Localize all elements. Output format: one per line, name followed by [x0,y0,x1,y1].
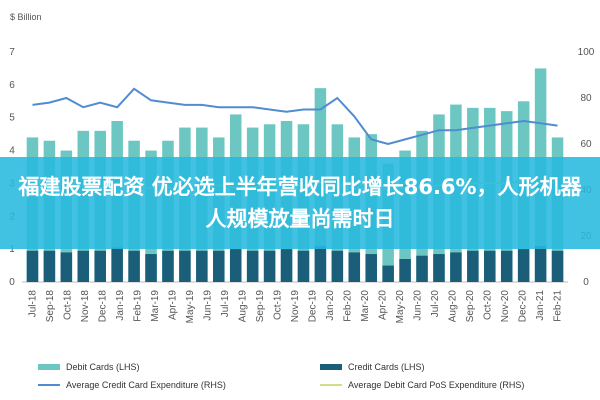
credit-bar [450,252,462,282]
legend-label-credit: Credit Cards (LHS) [348,362,425,372]
credit-bar [331,250,344,282]
x-tick-label: Jan-20 [325,290,336,321]
x-tick-label: Dec-19 [307,290,318,323]
left-tick-label: 4 [9,146,15,157]
credit-bar [517,249,530,282]
x-tick-label: Jul-20 [430,290,441,318]
credit-expenditure-line [32,87,558,146]
x-tick-label: Oct-19 [273,290,284,320]
credit-bar [246,250,259,282]
credit-bar [263,250,276,282]
x-tick-label: Oct-20 [482,290,493,320]
left-tick-label: 6 [9,80,15,91]
credit-bar [433,254,445,282]
credit-bar [416,255,428,282]
legend: Debit Cards (LHS) Credit Cards (LHS) Ave… [38,358,578,398]
x-tick-label: Jul-19 [220,290,231,318]
credit-bar [297,250,310,282]
overlay-banner: 福建股票配资 优必选上半年营收同比增长86.6%，人形机器人规模放量尚需时日 [0,157,600,249]
credit-bar [196,250,208,282]
right-tick-label: 80 [580,93,592,104]
credit-bar [500,250,513,282]
credit-bar [280,249,293,282]
credit-bar [229,249,242,282]
left-tick-label: 0 [9,277,15,288]
left-tick-label: 1 [9,244,15,255]
credit-bar [467,250,479,282]
credit-bar [128,250,140,282]
left-tick-label: 5 [9,113,15,124]
legend-label-debit: Debit Cards (LHS) [66,362,140,372]
credit-bar [382,265,394,282]
credit-bar [77,250,90,282]
credit-bar [365,254,377,282]
x-tick-label: Nov-18 [80,290,91,323]
x-tick-label: Dec-18 [98,290,109,323]
credit-bar [534,245,547,282]
y-unit-label: $ Billion [10,12,42,22]
legend-label-credit-expenditure: Average Credit Card Expenditure (RHS) [66,380,226,390]
credit-bar [348,252,361,282]
legend-item-debit: Debit Cards (LHS) [38,360,140,374]
x-tick-label: Apr-20 [377,290,388,320]
x-tick-label: Nov-19 [290,290,301,323]
overlay-headline: 福建股票配资 优必选上半年营收同比增长86.6%，人形机器人规模放量尚需时日 [18,175,582,231]
x-tick-label: Aug-19 [238,290,249,323]
x-tick-label: May-20 [395,290,406,324]
credit-expenditure-swatch [38,384,60,386]
x-tick-label: Jan-19 [115,290,126,321]
x-tick-label: Sep-19 [255,290,266,323]
legend-label-debit-pos: Average Debit Card PoS Expenditure (RHS) [348,380,525,390]
right-tick-label: 100 [578,47,595,58]
x-tick-label: Jun-19 [203,290,214,321]
x-tick-label: Mar-20 [360,290,371,322]
x-tick-label: May-19 [185,290,196,324]
left-tick-label: 7 [9,47,15,58]
credit-bar [145,254,157,282]
legend-item-debit-pos: Average Debit Card PoS Expenditure (RHS) [320,378,524,392]
x-tick-label: Jan-21 [535,290,546,321]
credit-bar [94,250,106,282]
credit-swatch [320,364,342,370]
x-tick-label: Sep-20 [465,290,476,323]
credit-bar [60,252,73,282]
x-tick-label: Oct-18 [63,290,74,320]
x-tick-label: Feb-20 [342,290,353,322]
right-tick-label: 0 [583,277,589,288]
credit-bar [314,245,327,282]
x-axis-ticks: Jul-18 Sep-18 Oct-18 Nov-18 Dec-18 Jan-19 Feb-… [28,290,564,324]
x-tick-label: Apr-19 [168,290,179,320]
x-tick-label: Nov-20 [500,290,511,323]
x-tick-label: Mar-19 [150,290,161,322]
debit-swatch [38,364,60,370]
credit-bar [484,250,496,282]
x-tick-label: Jun-20 [412,290,423,321]
legend-item-credit: Credit Cards (LHS) [320,360,425,374]
x-tick-label: Feb-19 [133,290,144,322]
credit-bar [43,250,56,282]
credit-bar [399,259,411,282]
x-tick-label: Dec-20 [517,290,528,323]
credit-bar [26,250,39,282]
debit-pos-swatch [320,384,342,386]
right-tick-label: 60 [580,139,592,150]
x-tick-label: Feb-21 [552,290,563,322]
credit-bar [162,250,174,282]
x-tick-label: Aug-20 [447,290,458,323]
credit-bar [551,250,564,282]
credit-bar [111,247,123,282]
x-tick-label: Jul-18 [28,290,39,318]
legend-item-credit-expenditure: Average Credit Card Expenditure (RHS) [38,378,226,392]
credit-bar [179,250,191,282]
credit-bar [213,250,225,282]
x-tick-label: Sep-18 [45,290,56,323]
